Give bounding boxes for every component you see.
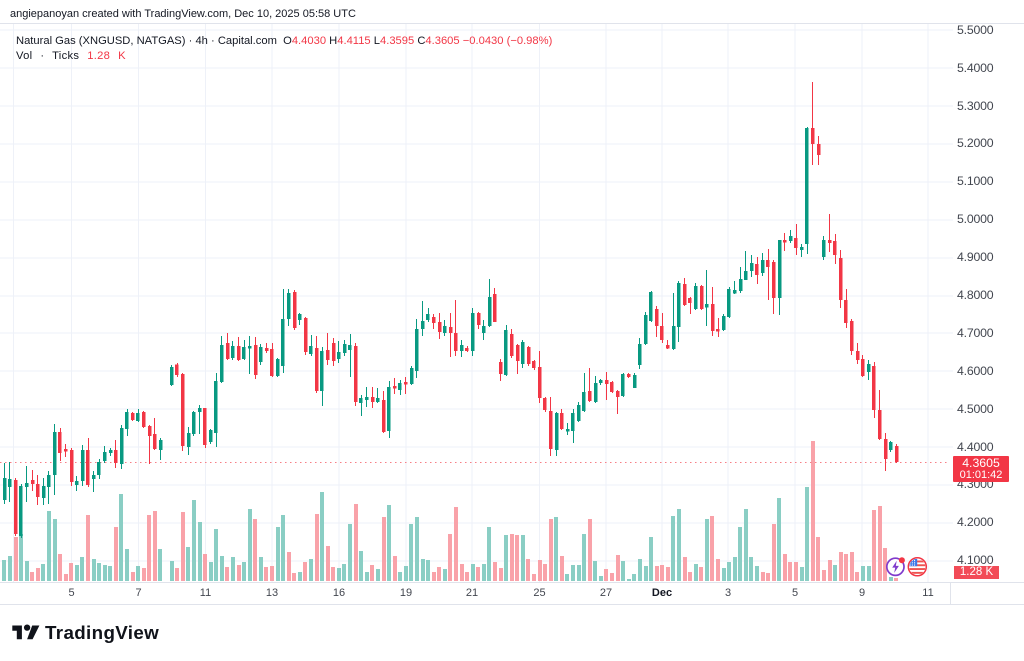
- svg-text:TradingView: TradingView: [45, 622, 159, 643]
